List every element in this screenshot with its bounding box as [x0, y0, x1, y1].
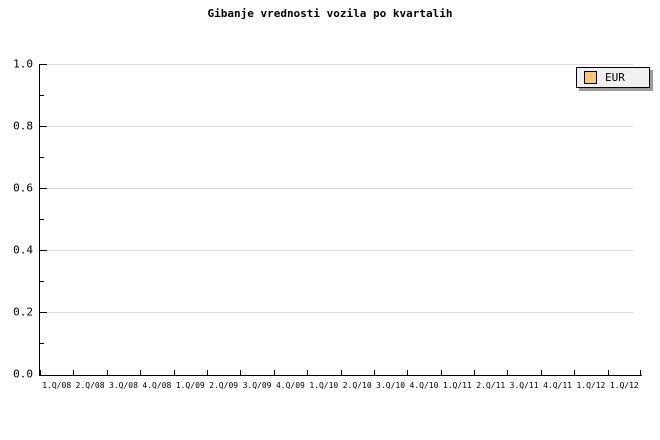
x-tick [206, 370, 208, 375]
y-tick-label: 0.2 [13, 305, 33, 319]
y-tick-label: 0.0 [13, 367, 33, 381]
y-tick-minor [40, 157, 44, 158]
x-tick [607, 370, 609, 375]
x-tick-label: 4.Q/09 [275, 381, 305, 390]
x-tick [373, 370, 375, 375]
x-tick [40, 370, 41, 375]
x-tick-label: 4.Q/11 [543, 381, 572, 390]
y-tick-major [40, 250, 47, 251]
gridline [40, 188, 633, 189]
x-tick [440, 370, 442, 375]
gridline [40, 64, 633, 65]
x-tick [540, 370, 542, 375]
x-tick-label: 2.Q/08 [75, 381, 105, 390]
x-tick [307, 370, 309, 375]
x-tick-label: 3.Q/10 [376, 381, 406, 390]
x-tick [407, 370, 409, 375]
x-tick-label: 1.Q/09 [175, 381, 205, 390]
x-tick-label: 1.Q/08 [42, 381, 72, 390]
y-tick-minor [40, 281, 44, 282]
x-tick [507, 370, 509, 375]
x-tick [140, 370, 142, 375]
x-tick [340, 370, 342, 375]
chart-title: Gibanje vrednosti vozila po kvartalih [207, 7, 453, 20]
x-tick [173, 370, 175, 375]
y-tick-label: 1.0 [13, 57, 33, 71]
legend-label-eur: EUR [605, 71, 625, 84]
x-tick-label: 4.Q/10 [409, 381, 439, 390]
gridline [40, 250, 633, 251]
y-tick-minor [40, 95, 44, 96]
y-tick-major [40, 126, 47, 127]
x-tick-label: 1.Q/11 [442, 381, 472, 390]
x-tick [273, 370, 275, 375]
y-tick-minor [40, 219, 44, 220]
x-tick-label: 2.Q/10 [342, 381, 372, 390]
x-tick-label: 1.Q/12 [609, 381, 639, 390]
x-tick-label: 3.Q/08 [109, 381, 138, 390]
x-tick [240, 370, 242, 375]
plot-area [39, 64, 642, 376]
x-tick-label: 2.Q/09 [209, 381, 239, 390]
legend-swatch-eur [584, 71, 597, 84]
y-tick-label: 0.4 [13, 243, 33, 257]
x-tick [106, 370, 108, 375]
x-tick-label: 1.Q/12 [576, 381, 606, 390]
y-tick-minor [40, 343, 44, 344]
gridline [40, 126, 633, 127]
y-tick-major [40, 64, 47, 65]
x-tick [73, 370, 75, 375]
y-tick-label: 0.6 [13, 181, 33, 195]
y-tick-major [40, 312, 47, 313]
x-tick [574, 370, 576, 375]
y-tick-label: 0.8 [13, 119, 33, 133]
x-tick [640, 370, 641, 375]
x-tick-label: 3.Q/11 [509, 381, 539, 390]
legend: EUR [576, 67, 650, 88]
x-tick-label: 4.Q/08 [142, 381, 172, 390]
x-tick-label: 1.Q/10 [309, 381, 339, 390]
x-tick-label: 3.Q/09 [242, 381, 272, 390]
gridline [40, 312, 633, 313]
y-tick-major [40, 188, 47, 189]
x-tick-label: 2.Q/11 [476, 381, 506, 390]
x-tick [474, 370, 476, 375]
